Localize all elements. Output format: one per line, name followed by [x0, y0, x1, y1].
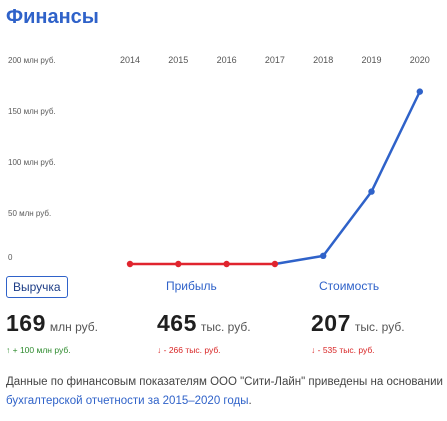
- metric-profit[interactable]: Прибыль 465 тыс. руб. ↓ - 266 тыс. руб.: [157, 276, 297, 355]
- revenue-chart-svg: 200 млн руб. 150 млн руб. 100 млн руб. 50 м…: [8, 55, 430, 268]
- metric-tab-cost[interactable]: Стоимость: [319, 279, 380, 293]
- x-tick-label: 2020: [410, 55, 430, 65]
- revenue-chart: 200 млн руб. 150 млн руб. 100 млн руб. 50 м…: [0, 40, 447, 272]
- metric-change-text: - 535 тыс. руб.: [317, 345, 375, 355]
- footnote-text: Данные по финансовым показателям ООО "Си…: [6, 376, 443, 388]
- metric-change-text: - 266 тыс. руб.: [163, 345, 221, 355]
- metric-change-revenue: ↑ + 100 млн руб.: [6, 345, 71, 355]
- metric-change-text: + 100 млн руб.: [12, 345, 71, 355]
- data-point[interactable]: [320, 252, 327, 260]
- y-tick-label: 50 млн руб.: [8, 209, 51, 218]
- arrow-down-icon: ↓: [157, 345, 162, 355]
- series-line-segment: [273, 254, 325, 266]
- x-tick-label: 2019: [361, 55, 381, 65]
- arrow-down-icon: ↓: [311, 345, 316, 355]
- x-tick-label: 2015: [168, 55, 188, 65]
- y-tick-label: 100 млн руб.: [8, 158, 56, 167]
- metric-unit: млн руб.: [49, 320, 98, 334]
- metric-value-profit: 465 тыс. руб.: [157, 310, 251, 337]
- data-point[interactable]: [223, 260, 230, 268]
- data-point[interactable]: [368, 188, 375, 195]
- series-line-segment: [370, 90, 422, 193]
- data-point[interactable]: [175, 260, 182, 268]
- page-title: Финансы: [6, 6, 99, 28]
- metric-number: 169: [6, 310, 46, 336]
- x-tick-label: 2017: [265, 55, 285, 65]
- y-tick-label: 150 млн руб.: [8, 107, 56, 116]
- y-tick-label: 0: [8, 253, 13, 262]
- metric-unit: тыс. руб.: [354, 320, 405, 334]
- accounting-report-link[interactable]: бухгалтерской отчетности за 2015–2020 го…: [6, 395, 249, 407]
- metric-value-cost-amount: 207 тыс. руб.: [311, 310, 405, 337]
- y-tick-label: 200 млн руб.: [8, 56, 56, 65]
- metric-change-profit: ↓ - 266 тыс. руб.: [157, 345, 221, 355]
- metric-change-cost: ↓ - 535 тыс. руб.: [311, 345, 375, 355]
- metric-value-revenue: 169 млн руб.: [6, 310, 98, 337]
- x-tick-label: 2016: [217, 55, 237, 65]
- metric-number: 465: [157, 310, 197, 336]
- x-tick-label: 2018: [313, 55, 333, 65]
- metric-value-cost[interactable]: Стоимость 207 тыс. руб. ↓ - 535 тыс. руб.: [311, 276, 447, 355]
- footnote: Данные по финансовым показателям ООО "Си…: [6, 373, 444, 411]
- metric-revenue[interactable]: Выручка 169 млн руб. ↑ + 100 млн руб.: [6, 276, 146, 355]
- metric-unit: тыс. руб.: [200, 320, 251, 334]
- metric-tab-revenue[interactable]: Выручка: [6, 276, 68, 298]
- series-line-segment: [321, 190, 373, 258]
- x-tick-label: 2014: [120, 55, 140, 65]
- data-point[interactable]: [271, 260, 279, 268]
- data-point[interactable]: [126, 260, 134, 268]
- footnote-end: .: [248, 395, 252, 407]
- metric-number: 207: [311, 310, 351, 336]
- metric-tab-profit[interactable]: Прибыль: [166, 279, 217, 293]
- data-point[interactable]: [416, 88, 423, 95]
- arrow-up-icon: ↑: [6, 345, 11, 355]
